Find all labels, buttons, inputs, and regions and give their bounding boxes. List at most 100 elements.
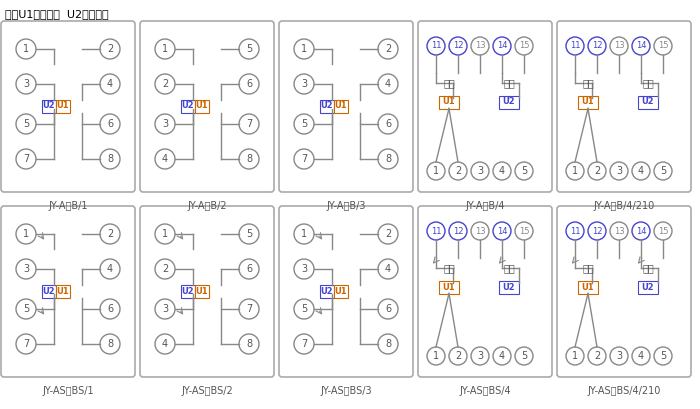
- Text: 2: 2: [455, 351, 461, 361]
- Text: 5: 5: [246, 229, 252, 239]
- Circle shape: [239, 299, 259, 319]
- Bar: [42, 285, 56, 297]
- Circle shape: [378, 149, 398, 169]
- Text: 6: 6: [385, 304, 391, 314]
- Text: 7: 7: [246, 119, 252, 129]
- Text: 1: 1: [433, 351, 439, 361]
- Circle shape: [378, 259, 398, 279]
- Text: 5: 5: [23, 304, 29, 314]
- Text: 2: 2: [107, 229, 113, 239]
- Bar: [195, 99, 209, 112]
- Text: U2: U2: [43, 101, 55, 110]
- Text: U2: U2: [642, 97, 654, 106]
- Circle shape: [378, 74, 398, 94]
- Text: U1: U1: [582, 283, 594, 292]
- Text: 11: 11: [570, 227, 580, 236]
- Circle shape: [155, 74, 175, 94]
- Text: 5: 5: [521, 166, 527, 176]
- Text: 3: 3: [301, 79, 307, 89]
- Circle shape: [610, 37, 628, 55]
- Text: U1: U1: [196, 101, 209, 110]
- Circle shape: [449, 162, 467, 180]
- Circle shape: [427, 222, 445, 240]
- Circle shape: [588, 162, 606, 180]
- Text: 4: 4: [638, 166, 644, 176]
- Circle shape: [632, 347, 650, 365]
- Text: 8: 8: [107, 339, 113, 349]
- Circle shape: [294, 39, 314, 59]
- Circle shape: [294, 334, 314, 354]
- Circle shape: [16, 114, 36, 134]
- Circle shape: [449, 37, 467, 55]
- Text: 4: 4: [499, 166, 505, 176]
- Circle shape: [100, 259, 120, 279]
- Text: 3: 3: [301, 264, 307, 274]
- Text: 4: 4: [162, 339, 168, 349]
- Circle shape: [239, 224, 259, 244]
- Circle shape: [155, 39, 175, 59]
- Circle shape: [610, 222, 628, 240]
- Circle shape: [239, 74, 259, 94]
- Text: 4: 4: [162, 154, 168, 164]
- Text: 启动: 启动: [503, 79, 515, 88]
- Text: 4: 4: [385, 79, 391, 89]
- Text: JY-A、B/4: JY-A、B/4: [466, 201, 505, 211]
- Text: 6: 6: [107, 304, 113, 314]
- Text: 13: 13: [614, 227, 624, 236]
- Circle shape: [515, 222, 533, 240]
- Circle shape: [155, 114, 175, 134]
- Circle shape: [378, 224, 398, 244]
- Text: 6: 6: [107, 119, 113, 129]
- Circle shape: [471, 222, 489, 240]
- Circle shape: [566, 162, 584, 180]
- Circle shape: [100, 74, 120, 94]
- Circle shape: [16, 259, 36, 279]
- Text: 14: 14: [497, 227, 508, 236]
- Circle shape: [493, 37, 511, 55]
- Text: 2: 2: [594, 351, 600, 361]
- Circle shape: [294, 114, 314, 134]
- Text: 13: 13: [614, 41, 624, 50]
- Text: 3: 3: [616, 166, 622, 176]
- Circle shape: [16, 224, 36, 244]
- Circle shape: [239, 39, 259, 59]
- Circle shape: [239, 334, 259, 354]
- Text: JY-A、B/3: JY-A、B/3: [326, 201, 365, 211]
- Bar: [56, 99, 70, 112]
- Bar: [499, 281, 519, 294]
- Circle shape: [471, 37, 489, 55]
- Text: 6: 6: [385, 119, 391, 129]
- Circle shape: [16, 334, 36, 354]
- Text: 6: 6: [246, 264, 252, 274]
- Circle shape: [566, 347, 584, 365]
- Bar: [181, 285, 195, 297]
- Text: 11: 11: [430, 41, 441, 50]
- Text: U2: U2: [503, 97, 515, 106]
- Circle shape: [239, 259, 259, 279]
- Circle shape: [378, 39, 398, 59]
- Circle shape: [654, 37, 672, 55]
- Text: 4: 4: [638, 351, 644, 361]
- Text: 7: 7: [301, 339, 307, 349]
- Circle shape: [294, 224, 314, 244]
- Bar: [578, 281, 598, 294]
- Text: U1: U1: [335, 101, 347, 110]
- Text: U2: U2: [321, 101, 333, 110]
- Circle shape: [471, 347, 489, 365]
- Circle shape: [100, 114, 120, 134]
- Text: U2: U2: [182, 101, 195, 110]
- Text: 1: 1: [301, 44, 307, 54]
- Text: 2: 2: [107, 44, 113, 54]
- Circle shape: [294, 149, 314, 169]
- Bar: [320, 99, 334, 112]
- Circle shape: [100, 224, 120, 244]
- Circle shape: [294, 299, 314, 319]
- Text: 注：U1辅助电源  U2整定电压: 注：U1辅助电源 U2整定电压: [5, 9, 108, 19]
- Circle shape: [632, 222, 650, 240]
- Text: 12: 12: [592, 41, 602, 50]
- Text: U1: U1: [442, 97, 455, 106]
- Text: 1: 1: [572, 351, 578, 361]
- Circle shape: [16, 74, 36, 94]
- Text: 电源: 电源: [443, 79, 455, 88]
- Text: 15: 15: [658, 41, 668, 50]
